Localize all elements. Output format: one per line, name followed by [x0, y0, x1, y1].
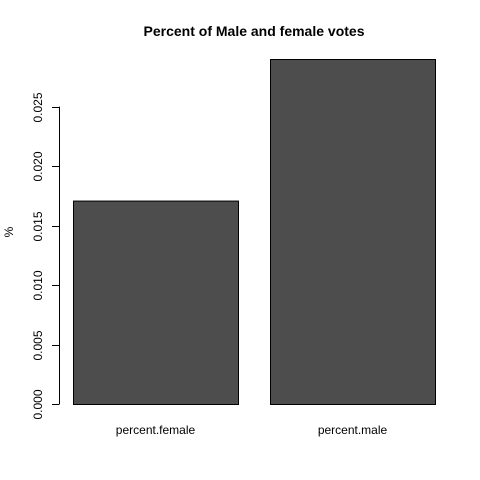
y-tick-label: 0.005 — [31, 330, 45, 360]
y-axis-label: % — [2, 226, 16, 237]
y-tick-label: 0.015 — [31, 211, 45, 241]
bar-percent-male — [270, 59, 436, 405]
plot-area: percent.female percent.male 0.000 0.005 0.01… — [31, 59, 436, 437]
y-tick-label: 0.025 — [31, 92, 45, 122]
bar-percent-female — [73, 200, 239, 405]
x-tick-label-percent-female: percent.female — [116, 423, 196, 437]
y-tick-label: 0.010 — [31, 270, 45, 300]
y-tick-label: 0.000 — [31, 389, 45, 419]
chart-title: Percent of Male and female votes — [144, 23, 365, 39]
y-tick-label: 0.020 — [31, 151, 45, 181]
x-tick-label-percent-male: percent.male — [318, 423, 388, 437]
